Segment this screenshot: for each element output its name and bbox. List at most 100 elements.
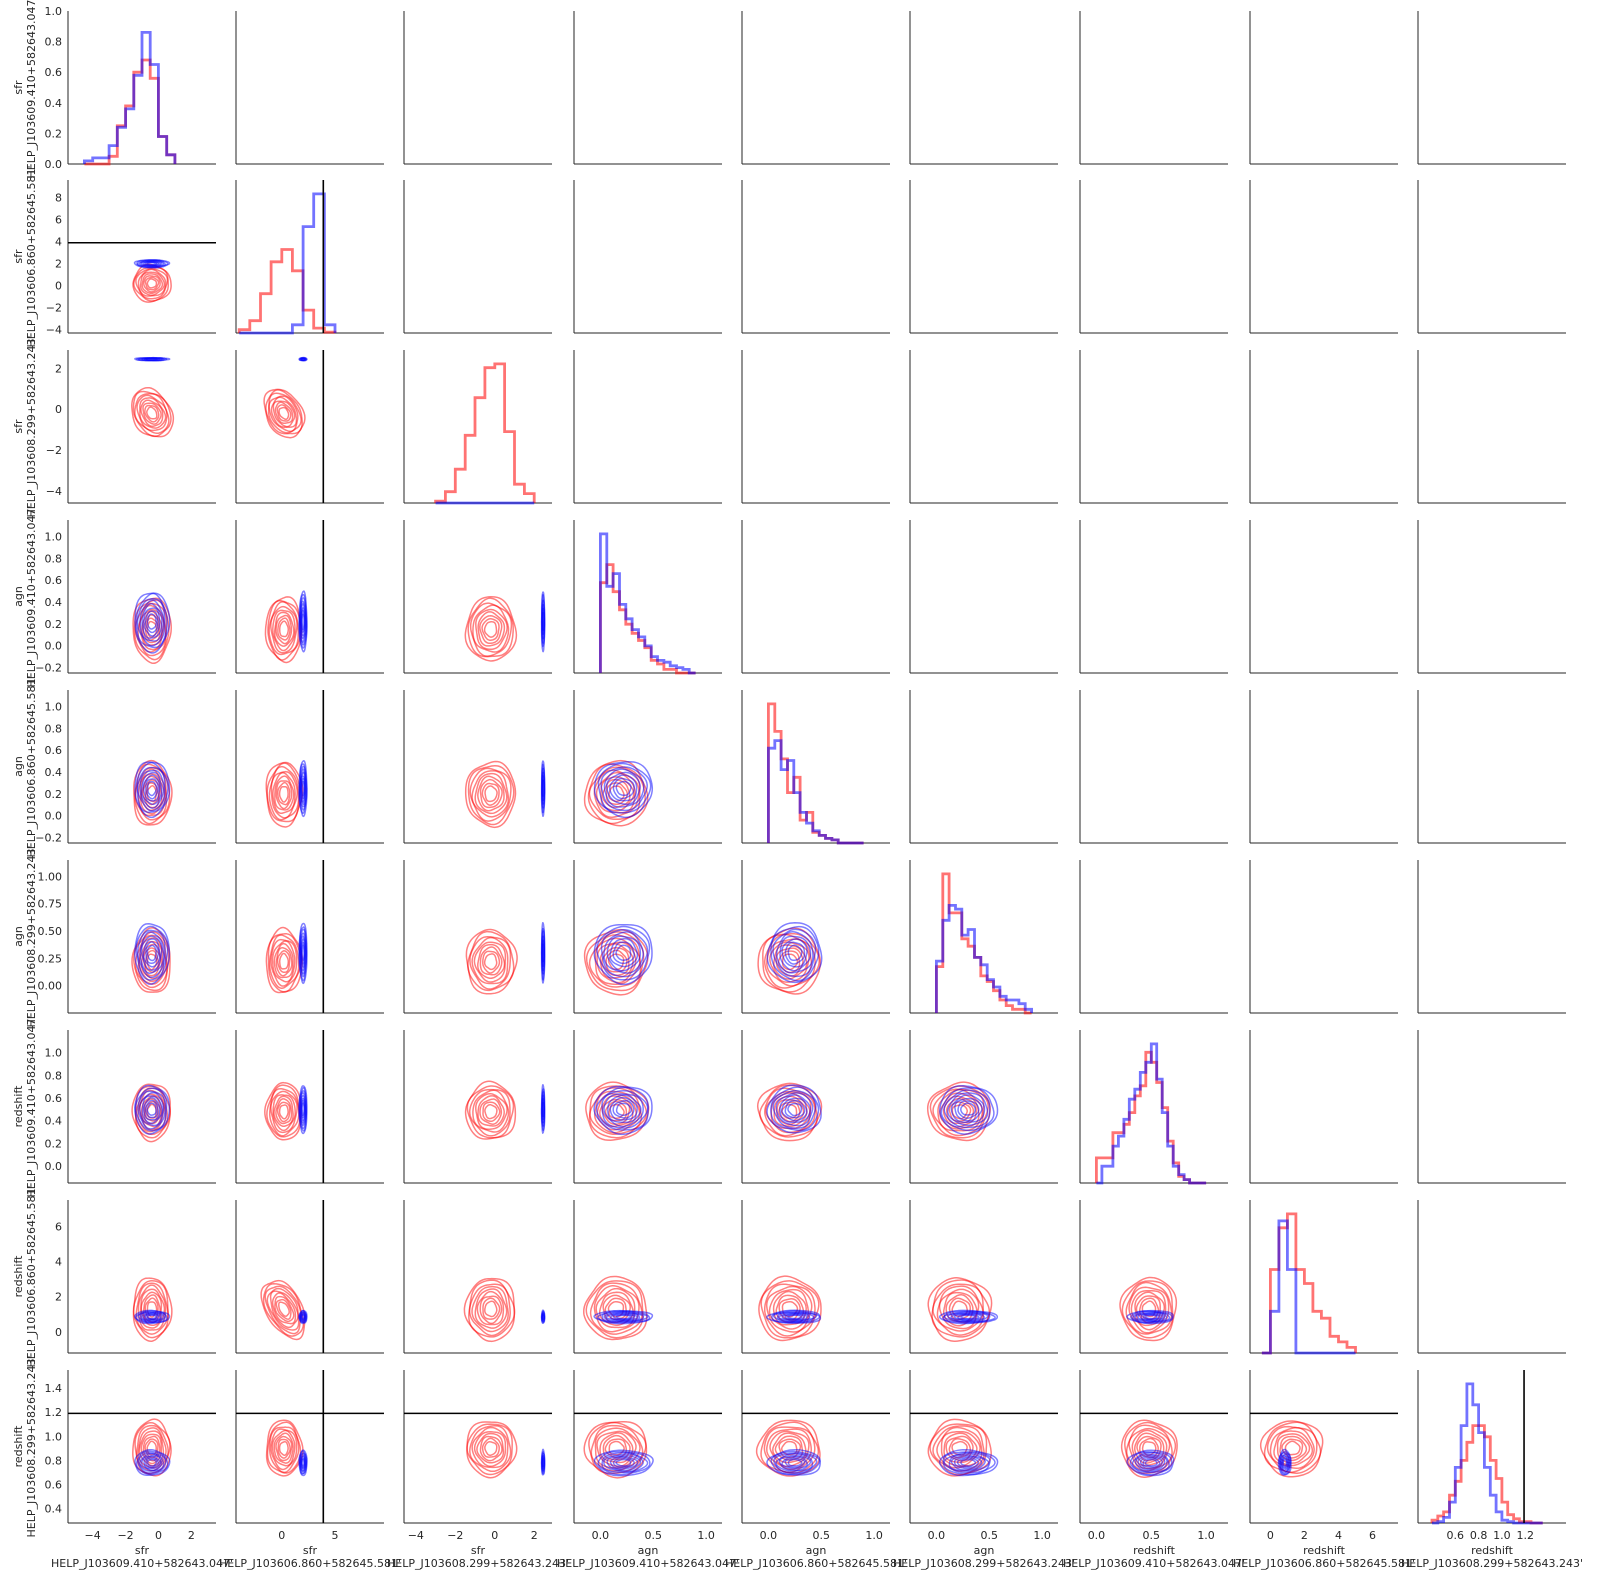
contour-red — [469, 935, 512, 990]
contour-red — [476, 1290, 505, 1326]
contour-red — [132, 1280, 169, 1339]
contour-blue — [943, 1089, 991, 1129]
contour-blue — [770, 1450, 821, 1475]
contour-blue — [1278, 1450, 1292, 1475]
contour-red — [472, 1089, 510, 1133]
contour-blue — [943, 1452, 991, 1474]
panel-0-8 — [1417, 11, 1566, 165]
contour-blue — [784, 1099, 806, 1119]
panel-7-7 — [1249, 1200, 1398, 1355]
contour-red — [137, 268, 167, 297]
contour-blue — [601, 1089, 649, 1129]
contour-red — [1128, 1286, 1170, 1334]
contour-red — [929, 1085, 989, 1139]
contour-red — [471, 1426, 509, 1469]
contour-blue — [778, 1454, 812, 1471]
y-tick-label: 0 — [55, 403, 62, 416]
y-tick-label: −0.2 — [35, 662, 62, 675]
kde-contours — [133, 759, 173, 826]
y-axis-label-source: HELP_J103606.860+582645.581' — [25, 1186, 38, 1368]
panel-1-5 — [909, 180, 1058, 334]
y-axis-label-source: HELP_J103608.299+582643.243' — [25, 846, 38, 1028]
contour-blue — [301, 357, 305, 362]
histogram-red — [599, 563, 696, 675]
x-tick-label: 0 — [491, 1529, 498, 1542]
contour-red — [274, 775, 295, 811]
x-tick-label: 0 — [278, 1529, 285, 1542]
histogram-blue — [935, 904, 1033, 1013]
panel-1-8 — [1417, 180, 1566, 334]
contour-red — [275, 780, 293, 810]
contour-red — [477, 775, 505, 812]
y-tick-label: 0.2 — [45, 618, 63, 631]
contour-red — [474, 772, 508, 815]
y-tick-label: 6 — [55, 214, 62, 227]
kde-contours — [1120, 1419, 1178, 1478]
contour-blue — [142, 607, 161, 637]
contour-red — [140, 399, 164, 427]
contour-red — [266, 1287, 300, 1331]
contour-red — [481, 782, 500, 806]
contour-red — [273, 611, 295, 647]
contour-blue — [1126, 1449, 1175, 1477]
contour-red — [142, 402, 162, 425]
contour-blue — [139, 599, 165, 642]
kde-contours — [464, 760, 546, 829]
contour-red — [479, 614, 503, 645]
x-axis-label-source: HELP_J103609.410+582643.047' — [557, 1557, 739, 1570]
x-axis-label-var: agn — [806, 1544, 827, 1557]
panel-2-5 — [909, 350, 1058, 504]
y-tick-label: 1.0 — [45, 1047, 63, 1060]
contour-blue — [146, 1458, 158, 1467]
contour-red — [273, 1432, 294, 1464]
kde-contours — [260, 1279, 308, 1341]
contour-blue — [1140, 1313, 1164, 1321]
panel-3-4 — [741, 520, 890, 674]
contour-blue — [615, 780, 632, 797]
contour-blue — [787, 1314, 803, 1320]
contour-red — [1121, 1280, 1174, 1339]
contour-blue — [603, 768, 645, 808]
contour-red — [137, 1284, 167, 1331]
contour-blue — [301, 613, 305, 631]
y-tick-label: 1.0 — [45, 700, 63, 713]
contour-blue — [781, 1313, 808, 1321]
contour-red — [271, 1429, 296, 1467]
contour-red — [144, 404, 160, 423]
panel-6-7 — [1249, 1030, 1398, 1184]
contour-red — [472, 604, 510, 653]
contour-blue — [1137, 1454, 1166, 1471]
contour-red — [601, 946, 630, 977]
x-tick-label: 0.5 — [981, 1529, 999, 1542]
contour-blue — [606, 935, 642, 972]
x-tick-label: −2 — [117, 1529, 133, 1542]
contour-red — [273, 1095, 294, 1128]
contour-red — [267, 933, 302, 993]
contour-blue — [601, 1451, 649, 1474]
contour-blue — [134, 592, 171, 654]
kde-contours — [583, 923, 653, 996]
y-tick-label: 0.4 — [45, 596, 63, 609]
contour-blue — [142, 938, 161, 968]
contour-red — [274, 1295, 295, 1323]
contour-red — [276, 404, 292, 422]
panel-4-6 — [1079, 690, 1228, 844]
histogram-blue — [239, 192, 337, 335]
contour-red — [469, 1424, 512, 1473]
contour-red — [471, 936, 509, 985]
contour-red — [146, 278, 158, 289]
contour-blue — [943, 1311, 991, 1323]
contour-blue — [956, 1457, 980, 1469]
contour-red — [600, 776, 635, 812]
contour-red — [479, 1295, 503, 1325]
contour-blue — [607, 1094, 642, 1124]
contour-red — [264, 1285, 302, 1335]
contour-red — [477, 1095, 505, 1127]
contour-blue — [301, 780, 305, 797]
kde-contours — [758, 1275, 822, 1342]
panel-5-6 — [1079, 860, 1228, 1014]
contour-blue — [600, 766, 648, 812]
contour-blue — [960, 1314, 977, 1320]
